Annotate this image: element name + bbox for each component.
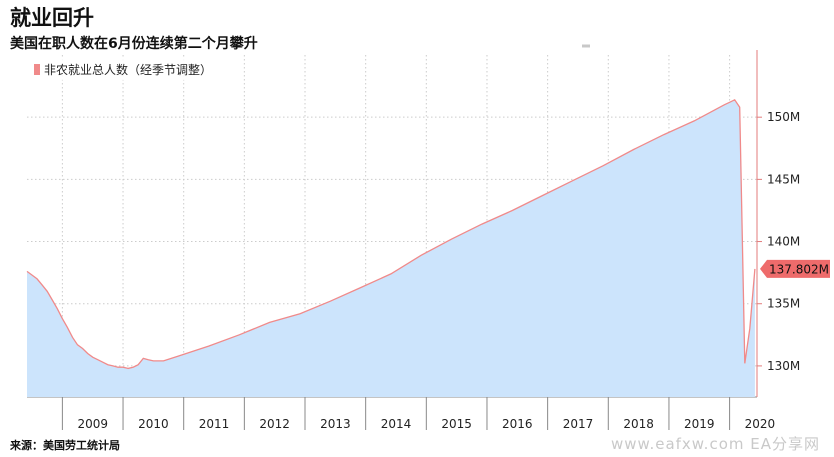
x-tick-label-2019: 2019	[684, 417, 715, 431]
x-tick-label-2015: 2015	[441, 417, 472, 431]
last-value-label: 137.802M	[769, 262, 829, 276]
legend-label: 非农就业总人数（经季节调整）	[44, 62, 212, 77]
x-tick-label-2013: 2013	[320, 417, 351, 431]
y-tick-label-140M: 140M	[767, 235, 800, 249]
source-note: 来源：美国劳工统计局	[10, 439, 120, 452]
x-tick-label-2016: 2016	[502, 417, 533, 431]
y-tick-label-145M: 145M	[767, 172, 800, 186]
y-tick-label-150M: 150M	[767, 110, 800, 124]
x-tick-label-2017: 2017	[563, 417, 594, 431]
chart-title: 就业回升	[10, 6, 94, 30]
legend-swatch	[34, 64, 40, 75]
x-tick-label-2009: 2009	[77, 417, 108, 431]
x-tick-label-2010: 2010	[138, 417, 169, 431]
x-tick-label-2020: 2020	[745, 417, 776, 431]
x-tick-label-2018: 2018	[623, 417, 654, 431]
y-tick-label-135M: 135M	[767, 297, 800, 311]
series-area	[27, 99, 755, 398]
y-tick-label-130M: 130M	[767, 359, 800, 373]
x-tick-label-2012: 2012	[259, 417, 290, 431]
legend-box	[32, 59, 230, 80]
x-tick-label-2011: 2011	[199, 417, 230, 431]
series-line	[26, 98, 756, 370]
last-value-badge	[760, 259, 830, 278]
chart-subtitle: 美国在职人数在6月份连续第二个月攀升	[10, 36, 258, 52]
x-tick-label-2014: 2014	[381, 417, 412, 431]
watermark: www.eafxw.com EA分享网	[611, 435, 820, 453]
